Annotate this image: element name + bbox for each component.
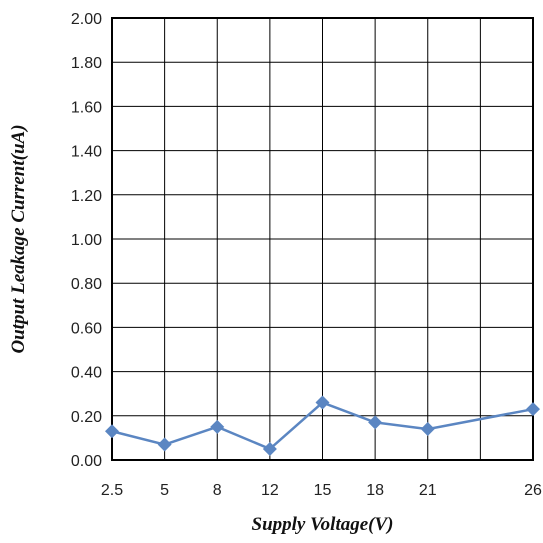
series (105, 395, 540, 456)
data-point-marker (420, 422, 435, 437)
grid (111, 17, 534, 461)
y-axis-ticks: 0.00 0.20 0.40 0.60 0.80 1.00 1.20 1.40 1.60 1.80… (71, 11, 102, 470)
x-tick-label: 8 (213, 482, 222, 499)
x-tick-label: 26 (524, 482, 542, 499)
series-line (111, 401, 534, 451)
data-point-marker (105, 424, 119, 439)
x-tick-label: 18 (366, 482, 384, 499)
data-point-marker (315, 395, 330, 410)
y-tick-label: 1.80 (71, 55, 102, 72)
y-tick-label: 1.60 (71, 99, 102, 116)
x-tick-label: 5 (160, 482, 169, 499)
y-tick-label: 1.40 (71, 144, 102, 161)
y-tick-label: 2.00 (71, 11, 102, 28)
data-point-marker (210, 419, 225, 434)
y-tick-label: 0.60 (71, 320, 102, 337)
x-tick-label: 15 (314, 482, 332, 499)
x-tick-label: 21 (419, 482, 437, 499)
y-tick-label: 0.20 (71, 409, 102, 426)
x-tick-label: 12 (261, 482, 279, 499)
plot-area-frame (111, 17, 534, 461)
y-tick-label: 1.20 (71, 188, 102, 205)
x-axis-title: Supply Voltage(V) (252, 514, 394, 535)
y-axis-title: Output Leakage Current(uA) (8, 124, 29, 353)
data-point-marker (368, 415, 383, 430)
x-tick-label: 2.5 (101, 482, 123, 499)
x-axis-ticks: 2.5 5 8 12 15 18 21 26 (101, 482, 542, 499)
y-tick-label: 0.80 (71, 276, 102, 293)
data-point-marker (157, 437, 172, 452)
y-tick-label: 0.00 (71, 453, 102, 470)
data-point-marker (262, 441, 277, 456)
y-tick-label: 0.40 (71, 365, 102, 382)
y-tick-label: 1.00 (71, 232, 102, 249)
data-point-marker (526, 402, 540, 417)
